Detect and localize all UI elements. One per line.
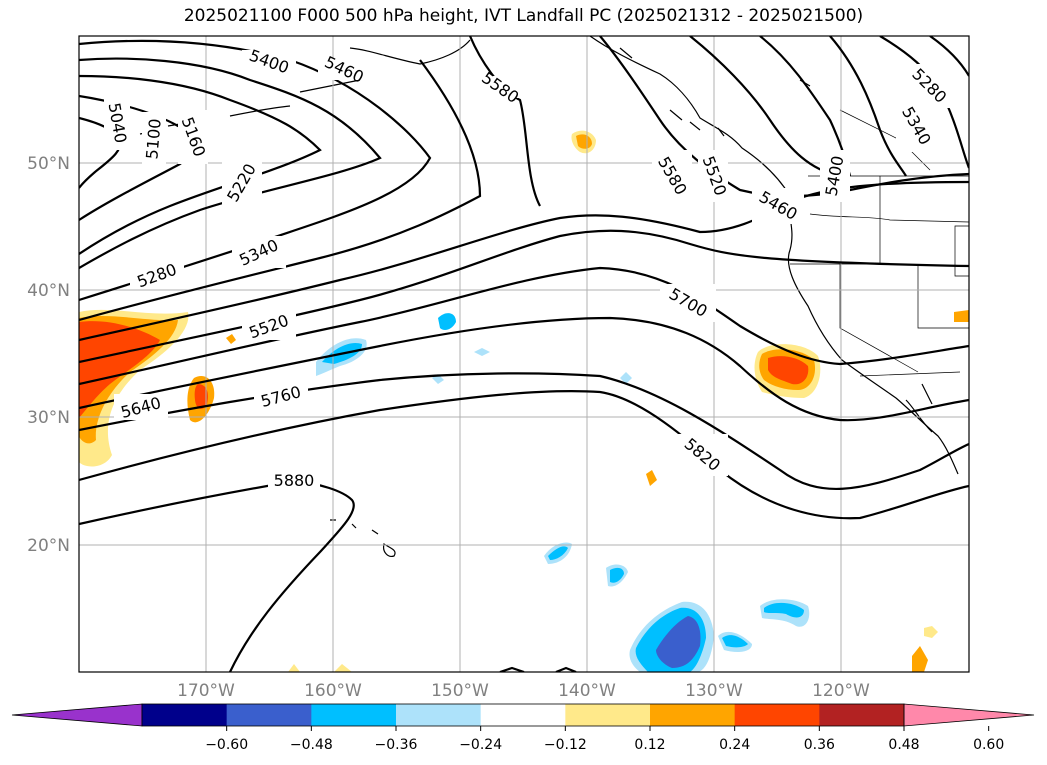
height-contour bbox=[79, 59, 482, 322]
colorbar-segment bbox=[142, 704, 228, 726]
colorbar-tick-label: 0.36 bbox=[804, 737, 835, 753]
colorbar-extend-high bbox=[903, 703, 1035, 727]
height-contour bbox=[929, 36, 969, 77]
ivt-positive-region bbox=[576, 134, 592, 149]
colorbar-tick-label: −0.60 bbox=[205, 737, 248, 753]
colorbar-segment bbox=[565, 704, 651, 726]
colorbar-tick-label: 0.48 bbox=[888, 737, 919, 753]
contour-label: 5880 bbox=[274, 471, 315, 490]
ivt-negative-region bbox=[722, 635, 748, 648]
colorbar-tick-label: −0.36 bbox=[375, 737, 418, 753]
ivt-negative-region bbox=[548, 546, 568, 560]
lon-label: 130°W bbox=[685, 681, 743, 701]
ivt-negative-region bbox=[438, 313, 456, 330]
height-contour bbox=[689, 36, 841, 178]
lat-label: 40°N bbox=[27, 281, 70, 301]
colorbar-tick-label: −0.48 bbox=[290, 737, 333, 753]
lon-label: 120°W bbox=[812, 681, 870, 701]
height-contour bbox=[79, 116, 122, 189]
ivt-negative-region bbox=[474, 348, 490, 356]
colorbar: −0.60 −0.48 −0.36 −0.24 −0.12 0.12 0.24 0.36 0.4… bbox=[11, 703, 1035, 753]
colorbar-segment bbox=[734, 704, 820, 726]
ivt-negative-region bbox=[620, 372, 632, 384]
height-contour bbox=[79, 57, 382, 269]
ivt-positive-region bbox=[288, 664, 300, 672]
ivt-negative-region bbox=[764, 602, 804, 618]
colorbar-segment bbox=[226, 704, 312, 726]
latitude-labels: 50°N 40°N 30°N 20°N bbox=[27, 154, 70, 556]
ivt-positive-region bbox=[924, 626, 938, 638]
colorbar-tick-label: −0.24 bbox=[459, 737, 502, 753]
colorbar-tick-label: 0.60 bbox=[973, 737, 1004, 753]
ivt-positive-region bbox=[912, 646, 928, 672]
height-contour bbox=[79, 39, 432, 302]
ivt-positive-region bbox=[226, 334, 236, 344]
lat-label: 30°N bbox=[27, 408, 70, 428]
colorbar-segment bbox=[819, 704, 905, 726]
contour-label: 5100 bbox=[142, 118, 164, 160]
lon-label: 150°W bbox=[431, 681, 489, 701]
map-title: 2025021100 F000 500 hPa height, IVT Land… bbox=[183, 6, 864, 26]
ivt-positive-region bbox=[954, 310, 969, 322]
ivt-negative-region bbox=[656, 616, 701, 668]
lat-label: 50°N bbox=[27, 154, 70, 174]
height-contour bbox=[499, 666, 577, 672]
colorbar-segment bbox=[311, 704, 397, 726]
lon-label: 140°W bbox=[558, 681, 616, 701]
colorbar-extend-low bbox=[11, 703, 143, 727]
colorbar-segment bbox=[650, 704, 736, 726]
plot-border bbox=[78, 35, 970, 673]
height-contour bbox=[79, 480, 355, 672]
ivt-positive-region bbox=[334, 664, 352, 672]
colorbar-tick-label: −0.12 bbox=[544, 737, 587, 753]
lon-label: 170°W bbox=[177, 681, 235, 701]
ivt-positive-region bbox=[768, 356, 809, 385]
lon-label: 160°W bbox=[304, 681, 362, 701]
ivt-positive-region bbox=[79, 321, 160, 418]
colorbar-outline bbox=[141, 703, 905, 727]
colorbar-tick-label: 0.12 bbox=[634, 737, 665, 753]
ivt-negative-region bbox=[610, 567, 624, 583]
height-contour bbox=[79, 74, 322, 255]
plot-area bbox=[79, 36, 969, 672]
ivt-negative-shading bbox=[316, 313, 810, 672]
colorbar-tick-label: 0.24 bbox=[719, 737, 750, 753]
height-contour bbox=[599, 36, 969, 198]
height-contour bbox=[79, 390, 969, 520]
contour-label-backgrounds bbox=[104, 50, 954, 490]
ivt-shading bbox=[79, 130, 969, 672]
height-contour bbox=[79, 316, 969, 422]
height-contour bbox=[829, 36, 907, 177]
longitude-labels: 170°W 160°W 150°W 140°W 130°W 120°W bbox=[177, 681, 870, 701]
ivt-positive-region bbox=[194, 384, 208, 409]
lat-label: 20°N bbox=[27, 536, 70, 556]
height-contour bbox=[468, 36, 541, 207]
colorbar-segment bbox=[396, 704, 482, 726]
ivt-positive-region bbox=[646, 470, 657, 486]
colorbar-segment bbox=[480, 704, 566, 726]
